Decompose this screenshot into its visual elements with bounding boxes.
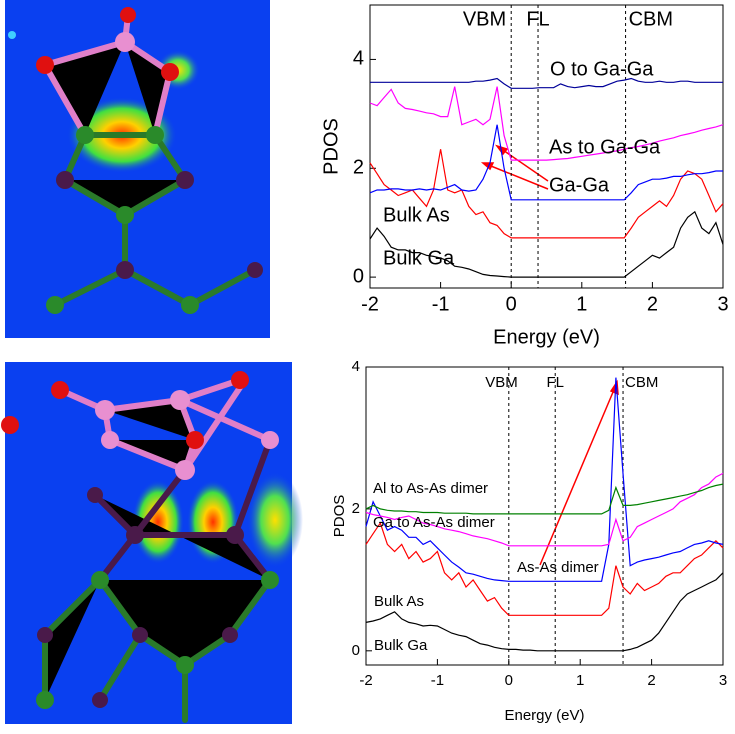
y-tick-label: 4 bbox=[353, 48, 364, 70]
series-label: Al to As-As dimer bbox=[373, 480, 488, 497]
x-tick-label: 2 bbox=[647, 293, 658, 315]
series-label: Ga to As-As dimer bbox=[373, 514, 495, 531]
x-tick-label: -2 bbox=[361, 293, 379, 315]
x-tick-label: -1 bbox=[432, 293, 450, 315]
series-line bbox=[369, 86, 724, 161]
series-label: Ga-Ga bbox=[549, 174, 610, 196]
y-tick-label: 2 bbox=[352, 500, 360, 517]
structure-image-top bbox=[5, 0, 270, 338]
x-axis-label: Energy (eV) bbox=[493, 326, 600, 348]
y-tick-label: 2 bbox=[353, 157, 364, 179]
x-tick-label: -1 bbox=[431, 672, 444, 689]
series-line bbox=[369, 149, 724, 239]
series-label: O to Ga-Ga bbox=[550, 58, 654, 80]
reference-label: FL bbox=[526, 8, 549, 30]
plot-frame bbox=[365, 366, 724, 666]
series-label: As-As dimer bbox=[517, 559, 599, 576]
y-axis-label: PDOS bbox=[320, 118, 342, 175]
series-label: Bulk As bbox=[383, 204, 450, 226]
series-line bbox=[365, 483, 724, 515]
x-tick-label: 0 bbox=[505, 672, 513, 689]
x-tick-label: 3 bbox=[717, 293, 728, 315]
series-label: As to Ga-Ga bbox=[549, 136, 661, 158]
series-line bbox=[365, 572, 724, 652]
series-label: Bulk As bbox=[374, 593, 424, 610]
reference-label: FL bbox=[546, 374, 564, 391]
plot-frame bbox=[369, 4, 724, 289]
reference-label: VBM bbox=[463, 8, 506, 30]
x-tick-label: 1 bbox=[576, 672, 584, 689]
reference-label: CBM bbox=[625, 374, 658, 391]
y-tick-label: 0 bbox=[352, 642, 360, 659]
series-line bbox=[370, 77, 723, 89]
annotation-arrows bbox=[480, 144, 619, 566]
series-line bbox=[365, 521, 724, 616]
x-tick-label: 3 bbox=[719, 672, 727, 689]
x-axis-label: Energy (eV) bbox=[504, 707, 584, 724]
series-line bbox=[365, 377, 724, 582]
structure-image-bottom bbox=[1, 362, 303, 724]
x-tick-label: 2 bbox=[647, 672, 655, 689]
x-tick-label: 1 bbox=[576, 293, 587, 315]
reference-label: VBM bbox=[485, 374, 518, 391]
series-line bbox=[369, 124, 723, 201]
x-tick-label: -2 bbox=[359, 672, 372, 689]
x-tick-label: 0 bbox=[506, 293, 517, 315]
series-line bbox=[369, 210, 724, 278]
series-label: Bulk Ga bbox=[383, 247, 455, 269]
y-tick-label: 4 bbox=[352, 358, 360, 375]
series-line bbox=[365, 472, 724, 547]
y-axis-label: PDOS bbox=[331, 495, 348, 538]
reference-label: CBM bbox=[629, 8, 673, 30]
y-tick-label: 0 bbox=[353, 265, 364, 287]
series-label: Bulk Ga bbox=[374, 637, 428, 654]
